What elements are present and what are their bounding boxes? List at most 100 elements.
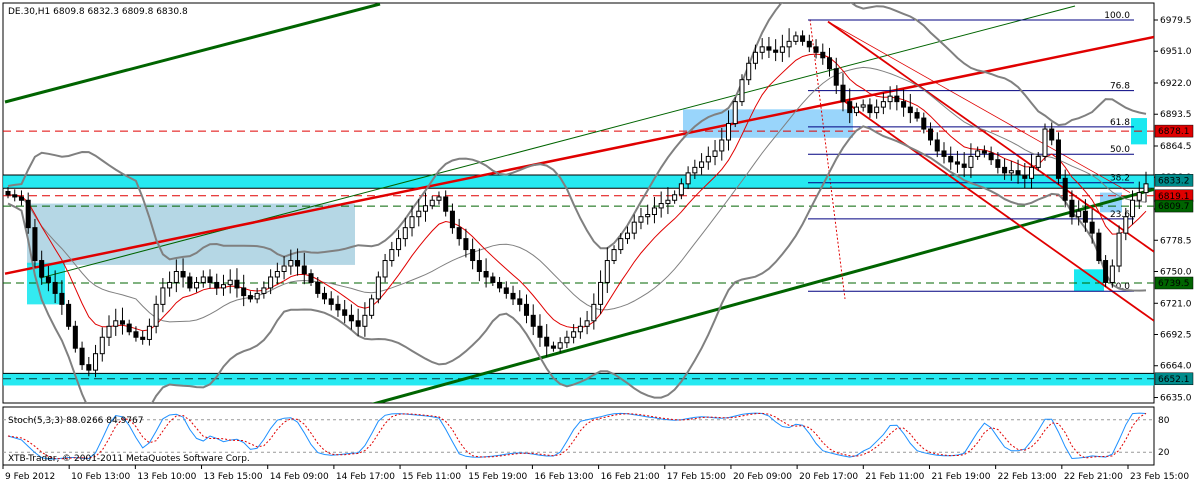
candle [820,51,826,59]
stoch-info: Stoch(5,3,3) 88.0266 84.9767 [8,416,143,426]
candle [32,227,38,262]
price-tag [1154,174,1194,187]
candle [975,150,981,157]
candle [72,325,78,349]
candle [510,292,516,300]
x-tick-label: 9 Feb 2012 [5,472,55,482]
candle [732,101,738,125]
candle [1082,210,1088,223]
candle [12,194,18,198]
candle [59,292,65,305]
y-tick-label: 6635.0 [1160,394,1192,404]
candle [645,214,651,218]
candle [79,347,85,366]
candle [389,249,395,262]
candle [1076,210,1082,218]
candle [948,155,954,163]
candle [18,196,24,201]
candle [847,101,853,114]
bollinger-upper [7,3,1147,261]
fib-label: 50.0 [1110,145,1130,155]
candle [867,104,873,114]
candle [1123,216,1129,234]
candle [1002,166,1008,174]
candle [463,238,469,251]
candle [39,260,45,278]
y-tick-label: 6922.0 [1160,79,1192,89]
candle [941,150,947,157]
candle [571,331,577,338]
candle [1089,221,1095,234]
candle [598,281,604,305]
candle [665,199,671,205]
stoch-tick-label: 80 [1158,416,1170,426]
stoch-signal-line [7,412,1147,460]
x-tick-label: 21 Feb 11:00 [865,472,924,482]
candle [618,238,624,251]
candle [1022,174,1028,179]
candle [382,260,388,278]
candle [328,298,334,305]
candle [409,216,415,229]
candle [914,112,920,119]
candle [167,281,173,289]
candle [106,325,112,338]
fib-baseline [827,21,1131,193]
candle [564,336,570,344]
y-tick-label: 6778.5 [1160,236,1192,246]
candle [436,196,442,201]
candle [1015,170,1021,176]
x-tick-label: 14 Feb 17:00 [336,472,395,482]
candle [227,279,233,286]
candle [523,303,530,316]
candle [685,172,691,185]
x-tick-label: 13 Feb 10:00 [137,472,196,482]
y-tick-label: 6893.5 [1160,110,1192,120]
candle [483,270,489,278]
price-tag [1154,124,1194,138]
candle [611,249,617,262]
candle [672,194,678,201]
x-tick-label: 22 Feb 21:00 [1064,472,1123,482]
x-tick-label: 16 Feb 21:00 [601,472,660,482]
candle [759,46,765,53]
candle [1069,199,1075,218]
x-tick-label: 17 Feb 15:00 [667,472,726,482]
candle [25,199,31,229]
candle [988,152,994,161]
candle [220,284,226,289]
price-tag-label: 6809.7 [1158,202,1190,212]
candle [160,287,166,305]
candle [806,40,812,48]
price-tag-label: 6878.1 [1158,127,1190,137]
candle [497,281,503,289]
candle [995,159,1001,168]
candle [773,49,779,53]
candle [699,161,705,168]
candle [934,139,940,152]
candle [86,364,92,371]
candle [577,325,583,333]
candle [1008,170,1014,174]
x-tick-label: 16 Feb 13:00 [534,472,593,482]
candle [954,161,960,165]
candle [928,128,934,141]
x-tick-label: 20 Feb 09:00 [733,472,792,482]
candle [692,166,698,174]
candle [981,150,987,154]
candle [725,123,732,141]
candle [719,139,725,152]
candle [584,320,590,327]
candle [173,270,179,283]
candle [921,117,927,130]
candle [93,353,99,371]
x-tick-label: 23 Feb 15:00 [1130,472,1189,482]
candle [1055,139,1061,179]
candle [651,207,657,216]
candle [624,232,631,240]
candle [247,295,253,300]
candle [840,84,846,103]
candle [907,106,913,114]
